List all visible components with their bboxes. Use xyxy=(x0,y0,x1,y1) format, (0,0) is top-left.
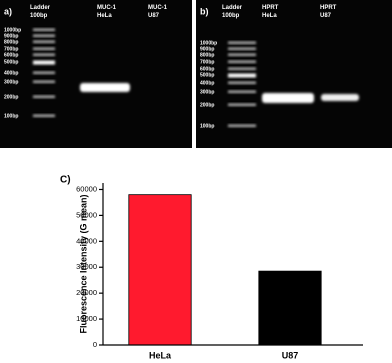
lane-label: HPRT U87 xyxy=(320,5,337,19)
gel-b: b) Ladder 100bp HPRT HeLa HPRT U87 1000bp900bp8… xyxy=(196,0,392,148)
ladder-label: 100bp xyxy=(200,123,214,129)
ladder-label: 700bp xyxy=(4,46,18,52)
band xyxy=(262,93,314,103)
ladder-label: 800bp xyxy=(200,52,214,58)
bar xyxy=(258,270,322,346)
ladder-label: 200bp xyxy=(4,94,18,100)
lane-label: MUC-1 U87 xyxy=(148,5,168,19)
ladder-band xyxy=(33,34,55,37)
y-tick-label: 60000 xyxy=(76,184,97,193)
ladder-label: 1000bp xyxy=(200,40,217,46)
ladder-label: 900bp xyxy=(4,33,18,39)
ladder-label: 500bp xyxy=(200,72,214,78)
ladder-label: 300bp xyxy=(200,89,214,95)
y-axis-title: Fluorescence Intensity (G mean) xyxy=(78,194,88,333)
ladder-band xyxy=(228,90,256,93)
ladder-label: 100bp xyxy=(4,113,18,119)
ladder-band xyxy=(228,81,256,84)
panel-label: C) xyxy=(60,175,71,186)
ladder-band xyxy=(228,53,256,56)
bar-chart: C) Fluorescence Intensity (G mean) 0 10000 2… xyxy=(60,175,363,360)
ladder-label: 900bp xyxy=(200,46,214,52)
ladder-label: 400bp xyxy=(4,70,18,76)
ladder-band xyxy=(228,67,256,70)
gel-a: a) Ladder 100bp MUC-1 HeLa MUC-1 U87 1000bp900b… xyxy=(0,0,192,148)
panel-label: a) xyxy=(4,6,12,16)
y-tick-label: 10000 xyxy=(76,314,97,323)
ladder-band xyxy=(228,47,256,50)
ladder-band xyxy=(33,53,55,56)
ladder-band xyxy=(228,60,256,63)
ladder-label: 1000bp xyxy=(4,27,21,33)
ladder-band xyxy=(33,60,55,65)
lane-label: Ladder 100bp xyxy=(30,5,51,19)
ladder-band xyxy=(33,95,55,98)
ladder-band xyxy=(228,73,256,78)
ladder-label: 300bp xyxy=(4,79,18,85)
lane-label: Ladder 100bp xyxy=(222,5,243,19)
ladder-label: 500bp xyxy=(4,59,18,65)
ladder-band xyxy=(33,114,55,117)
lane-label: HPRT HeLa xyxy=(262,5,279,19)
band xyxy=(321,94,359,101)
y-tick-label: 20000 xyxy=(76,288,97,297)
ladder-band xyxy=(33,28,55,31)
ladder-band xyxy=(33,47,55,50)
x-tick-label: U87 xyxy=(282,350,299,360)
ladder-band xyxy=(33,71,55,74)
ladder-label: 400bp xyxy=(200,80,214,86)
x-tick-label: HeLa xyxy=(149,350,172,360)
ladder-label: 800bp xyxy=(4,39,18,45)
ladder-band xyxy=(33,80,55,83)
ladder-label: 600bp xyxy=(200,66,214,72)
ladder-band xyxy=(228,103,256,106)
ladder-label: 200bp xyxy=(200,102,214,108)
lane-label: MUC-1 HeLa xyxy=(97,5,117,19)
ladder-label: 600bp xyxy=(4,52,18,58)
y-tick-label: 50000 xyxy=(76,210,97,219)
y-tick-label: 40000 xyxy=(76,236,97,245)
panel-label: b) xyxy=(200,6,209,16)
bar xyxy=(128,194,192,346)
band xyxy=(80,83,130,92)
y-tick-label: 0 xyxy=(93,340,97,349)
ladder-band xyxy=(228,41,256,44)
ladder-band xyxy=(33,40,55,43)
ladder-band xyxy=(228,124,256,127)
gel-background xyxy=(0,0,192,148)
ladder-label: 700bp xyxy=(200,59,214,65)
gel-background xyxy=(196,0,392,148)
y-tick-label: 30000 xyxy=(76,262,97,271)
